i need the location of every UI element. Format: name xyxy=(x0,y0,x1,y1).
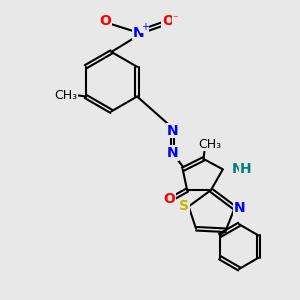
Text: N: N xyxy=(167,146,178,160)
Text: S: S xyxy=(179,200,189,214)
Text: N: N xyxy=(167,124,178,138)
Text: O: O xyxy=(100,14,111,28)
Text: O: O xyxy=(162,14,174,28)
Text: O: O xyxy=(164,192,175,206)
Text: N: N xyxy=(132,26,144,40)
Text: H: H xyxy=(240,162,252,176)
Text: CH₃: CH₃ xyxy=(55,88,78,101)
Text: CH₃: CH₃ xyxy=(198,138,221,151)
Text: N: N xyxy=(233,201,245,215)
Text: +: + xyxy=(141,22,148,32)
Text: ⁻: ⁻ xyxy=(172,14,178,24)
Text: N: N xyxy=(232,162,244,176)
